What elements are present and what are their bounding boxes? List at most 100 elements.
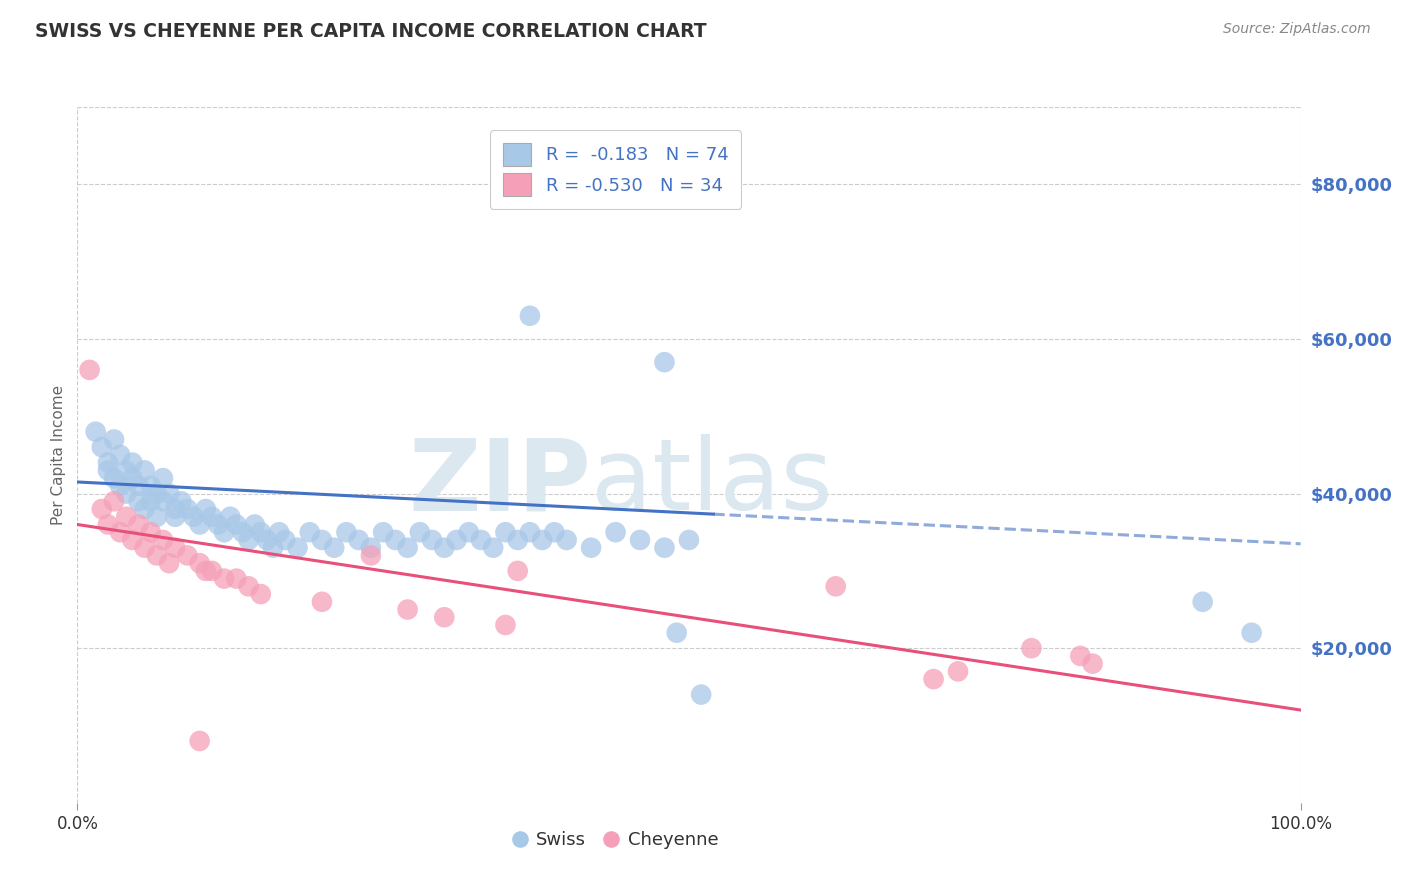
Point (231, 525, 253, 540)
Point (506, 533, 529, 547)
Y-axis label: Per Capita Income: Per Capita Income (51, 384, 66, 525)
Point (238, 533, 260, 547)
Point (146, 486, 169, 500)
Point (139, 525, 162, 540)
Point (170, 494, 193, 508)
Point (250, 525, 273, 540)
Text: ZIP: ZIP (408, 434, 591, 532)
Point (146, 509, 169, 524)
Point (420, 533, 443, 547)
Point (1081, 657, 1104, 671)
Point (1021, 641, 1043, 656)
Point (201, 564, 224, 578)
Point (360, 549, 382, 563)
Point (108, 448, 131, 462)
Point (183, 509, 205, 524)
Point (384, 533, 406, 547)
Point (219, 509, 242, 524)
Point (97, 517, 120, 532)
Point (152, 494, 174, 508)
Point (922, 672, 945, 686)
Point (201, 509, 224, 524)
Point (97, 463, 120, 477)
Point (128, 479, 150, 493)
Point (654, 355, 676, 369)
Point (298, 525, 321, 540)
Point (121, 533, 143, 547)
Point (97, 456, 120, 470)
Text: SWISS VS CHEYENNE PER CAPITA INCOME CORRELATION CHART: SWISS VS CHEYENNE PER CAPITA INCOME CORR… (35, 22, 707, 41)
Point (531, 533, 554, 547)
Point (176, 549, 198, 563)
Point (103, 433, 125, 447)
Point (134, 463, 156, 477)
Point (108, 479, 131, 493)
Point (579, 541, 602, 555)
Legend: Swiss, Cheyenne: Swiss, Cheyenne (506, 824, 725, 856)
Point (84, 425, 107, 439)
Point (824, 579, 846, 593)
Point (243, 517, 266, 532)
Text: atlas: atlas (591, 434, 832, 532)
Point (482, 541, 505, 555)
Point (946, 665, 969, 679)
Point (103, 471, 125, 485)
Point (1240, 625, 1263, 640)
Point (665, 625, 688, 640)
Text: Source: ZipAtlas.com: Source: ZipAtlas.com (1223, 22, 1371, 37)
Point (360, 541, 382, 555)
Point (1069, 648, 1091, 663)
Point (165, 502, 187, 516)
Point (207, 517, 229, 532)
Point (323, 541, 346, 555)
Point (115, 509, 138, 524)
Point (212, 525, 235, 540)
Point (115, 463, 138, 477)
Point (212, 572, 235, 586)
Point (146, 549, 169, 563)
Point (90, 502, 112, 516)
Point (495, 618, 517, 632)
Point (103, 494, 125, 508)
Point (555, 533, 578, 547)
Point (194, 502, 217, 516)
Point (250, 587, 273, 601)
Point (274, 533, 297, 547)
Point (654, 541, 676, 555)
Point (90, 440, 112, 454)
Point (1191, 595, 1213, 609)
Point (139, 494, 162, 508)
Point (128, 517, 150, 532)
Point (121, 456, 143, 470)
Point (157, 556, 180, 570)
Point (188, 556, 211, 570)
Point (139, 479, 162, 493)
Point (446, 533, 468, 547)
Point (269, 525, 291, 540)
Point (134, 502, 156, 516)
Point (678, 533, 700, 547)
Point (225, 572, 247, 586)
Point (690, 688, 713, 702)
Point (79, 363, 101, 377)
Point (287, 541, 309, 555)
Point (176, 502, 198, 516)
Point (396, 541, 419, 555)
Point (134, 541, 156, 555)
Point (311, 533, 333, 547)
Point (115, 486, 138, 500)
Point (108, 525, 131, 540)
Point (543, 525, 565, 540)
Point (238, 579, 260, 593)
Point (121, 471, 143, 485)
Point (495, 525, 517, 540)
Point (262, 541, 284, 555)
Point (152, 471, 174, 485)
Point (605, 525, 627, 540)
Point (409, 525, 432, 540)
Point (457, 525, 479, 540)
Point (128, 494, 150, 508)
Point (433, 610, 456, 624)
Point (225, 517, 247, 532)
Point (470, 533, 492, 547)
